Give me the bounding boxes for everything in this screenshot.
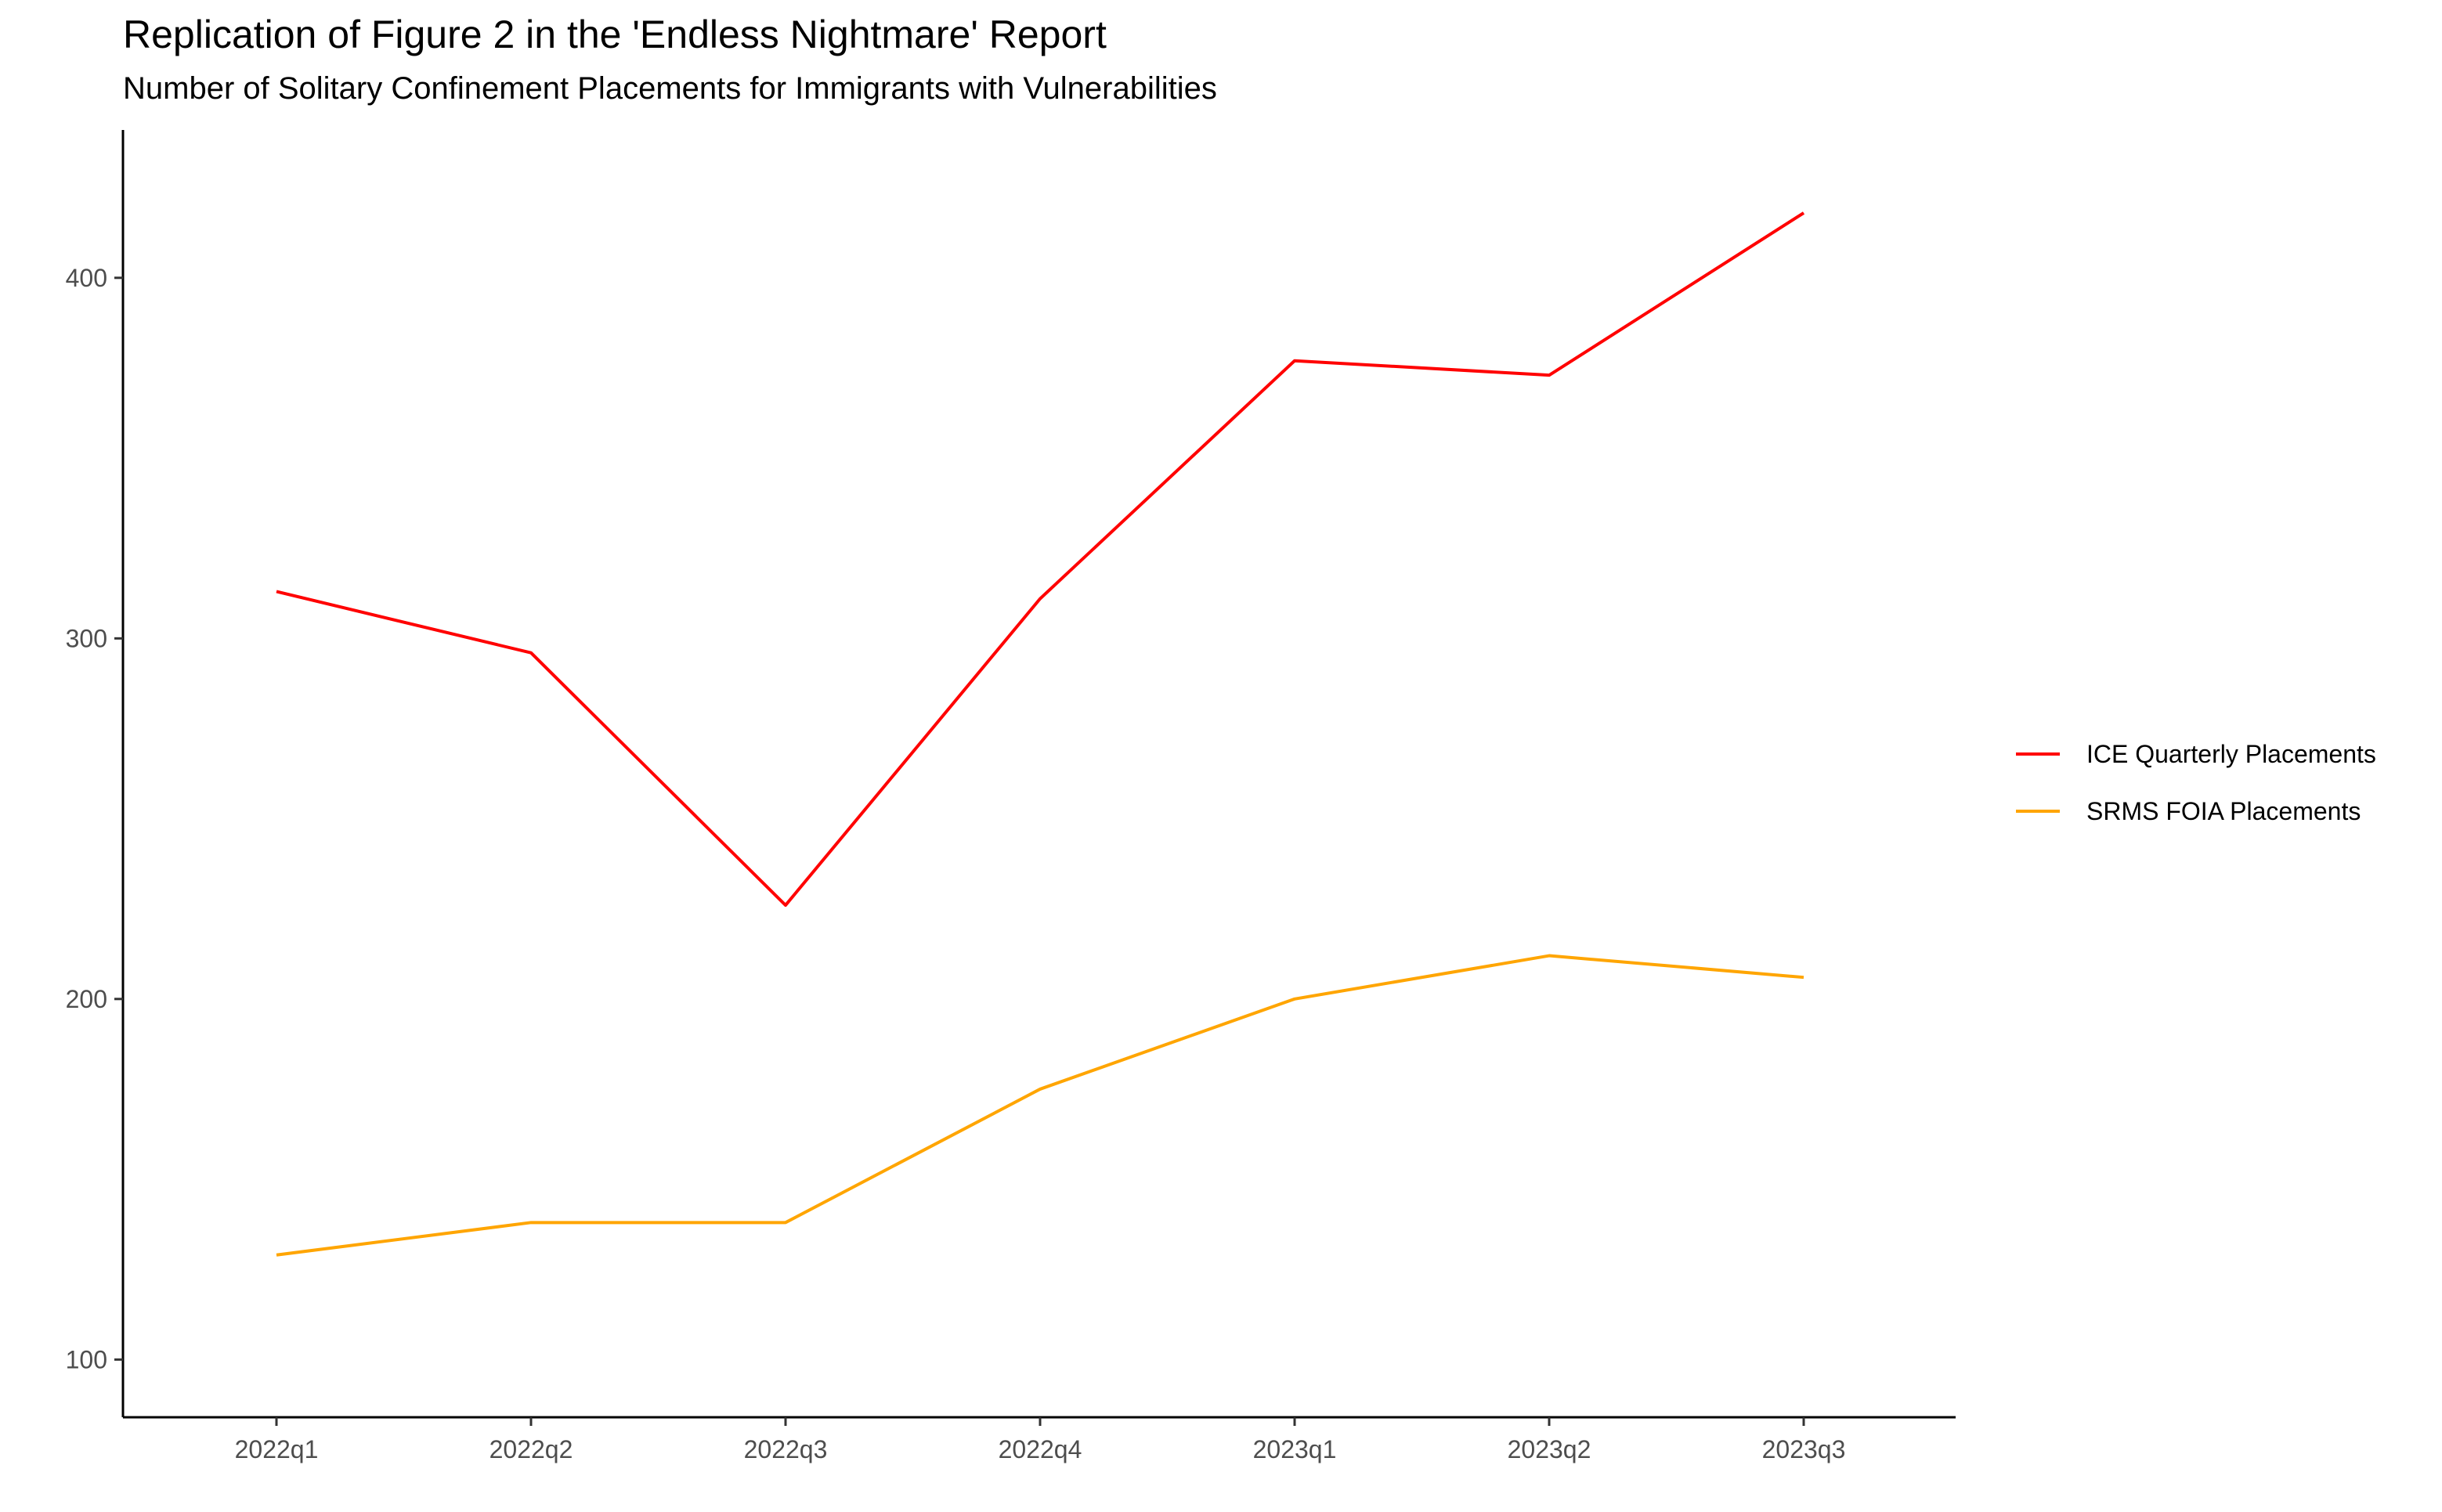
x-tick-label: 2023q3 [1762,1435,1846,1463]
chart-subtitle: Number of Solitary Confinement Placement… [123,71,1217,106]
x-tick-label: 2022q4 [999,1435,1082,1463]
y-tick-label: 300 [66,624,107,652]
y-axis-ticks: 100 200 300 400 [66,264,123,1373]
x-tick-label: 2022q1 [235,1435,319,1463]
x-tick-label: 2023q1 [1253,1435,1337,1463]
y-tick-label: 200 [66,985,107,1013]
x-axis-ticks: 2022q1 2022q2 2022q3 2022q4 2023q1 2023q2 2023… [235,1417,1846,1463]
x-tick-label: 2022q2 [489,1435,573,1463]
x-tick-label: 2022q3 [744,1435,828,1463]
legend-label-1: ICE Quarterly Placements [2086,740,2376,768]
x-tick-label: 2023q2 [1508,1435,1591,1463]
series-lines [276,211,1805,1257]
y-tick-label: 100 [66,1345,107,1373]
legend-label-2: SRMS FOIA Placements [2086,797,2361,825]
series-line-2 [276,954,1804,1257]
legend: ICE Quarterly Placements SRMS FOIA Placem… [2016,740,2376,825]
chart-title: Replication of Figure 2 in the 'Endless … [123,13,1107,56]
y-tick-label: 400 [66,264,107,292]
series-line-1 [276,211,1805,908]
